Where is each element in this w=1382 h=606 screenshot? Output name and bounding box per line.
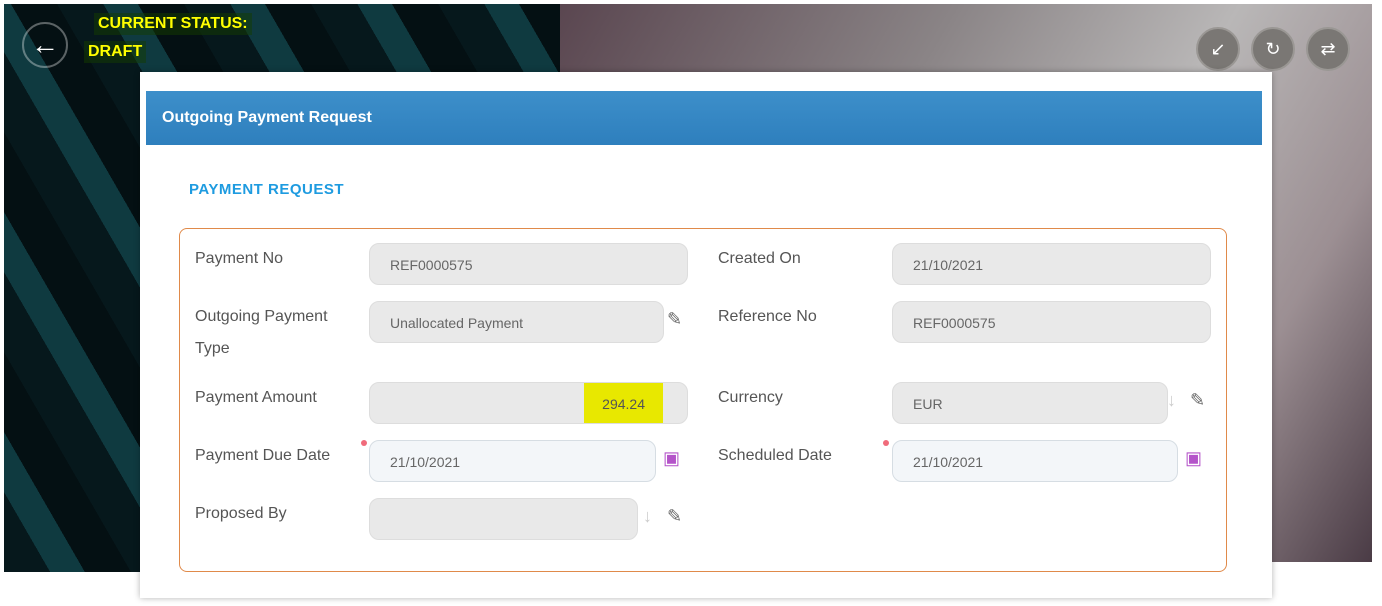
shuffle-icon: ⇄ [1320, 38, 1336, 59]
pencil-icon[interactable]: ✎ [1190, 390, 1206, 410]
form-box: Payment No REF0000575 Created On 21/10/2… [179, 228, 1227, 572]
required-indicator [883, 440, 889, 446]
payment-request-card: Outgoing Payment Request PAYMENT REQUEST… [146, 91, 1262, 596]
payment-amount-label: Payment Amount [195, 389, 317, 406]
proposed-by-label: Proposed By [195, 505, 287, 522]
payment-due-date-field[interactable]: 21/10/2021 [369, 440, 656, 482]
currency-field[interactable]: EUR [892, 382, 1168, 424]
import-button[interactable]: ↙ [1196, 27, 1240, 71]
payment-amount-field[interactable]: 294.24 [369, 382, 688, 424]
sd-card-import-icon: ↙ [1210, 38, 1226, 59]
payment-amount-value: 294.24 [584, 383, 663, 423]
reference-no-label: Reference No [718, 308, 817, 325]
payment-no-label: Payment No [195, 250, 284, 267]
scheduled-date-field[interactable]: 21/10/2021 [892, 440, 1178, 482]
scheduled-date-label: Scheduled Date [718, 447, 832, 464]
arrow-down-icon[interactable]: ↓ [1167, 390, 1176, 410]
refresh-button[interactable]: ↻ [1251, 27, 1295, 71]
proposed-by-field[interactable] [369, 498, 638, 540]
arrow-down-icon[interactable]: ↓ [643, 506, 652, 526]
pencil-icon[interactable]: ✎ [667, 506, 683, 526]
payment-type-label: Outgoing Payment Type [195, 308, 328, 357]
shuffle-button[interactable]: ⇄ [1306, 27, 1350, 71]
status-label: CURRENT STATUS: [94, 13, 252, 35]
section-title: PAYMENT REQUEST [189, 181, 345, 198]
status-value: DRAFT [84, 41, 147, 63]
created-on-field[interactable]: 21/10/2021 [892, 243, 1211, 285]
payment-no-field[interactable]: REF0000575 [369, 243, 688, 285]
card-title: Outgoing Payment Request [146, 91, 1262, 145]
pencil-icon[interactable]: ✎ [667, 309, 683, 329]
reference-no-field[interactable]: REF0000575 [892, 301, 1211, 343]
payment-type-field[interactable]: Unallocated Payment [369, 301, 664, 343]
arrow-left-icon: ← [31, 29, 59, 60]
back-button[interactable]: ← [22, 22, 68, 68]
currency-label: Currency [718, 389, 783, 406]
created-on-label: Created On [718, 250, 801, 267]
calendar-icon[interactable]: ▣ [663, 448, 681, 468]
calendar-icon[interactable]: ▣ [1185, 448, 1203, 468]
required-indicator [361, 440, 367, 446]
sd-card-refresh-icon: ↻ [1265, 38, 1281, 59]
payment-due-date-label: Payment Due Date [195, 447, 331, 464]
